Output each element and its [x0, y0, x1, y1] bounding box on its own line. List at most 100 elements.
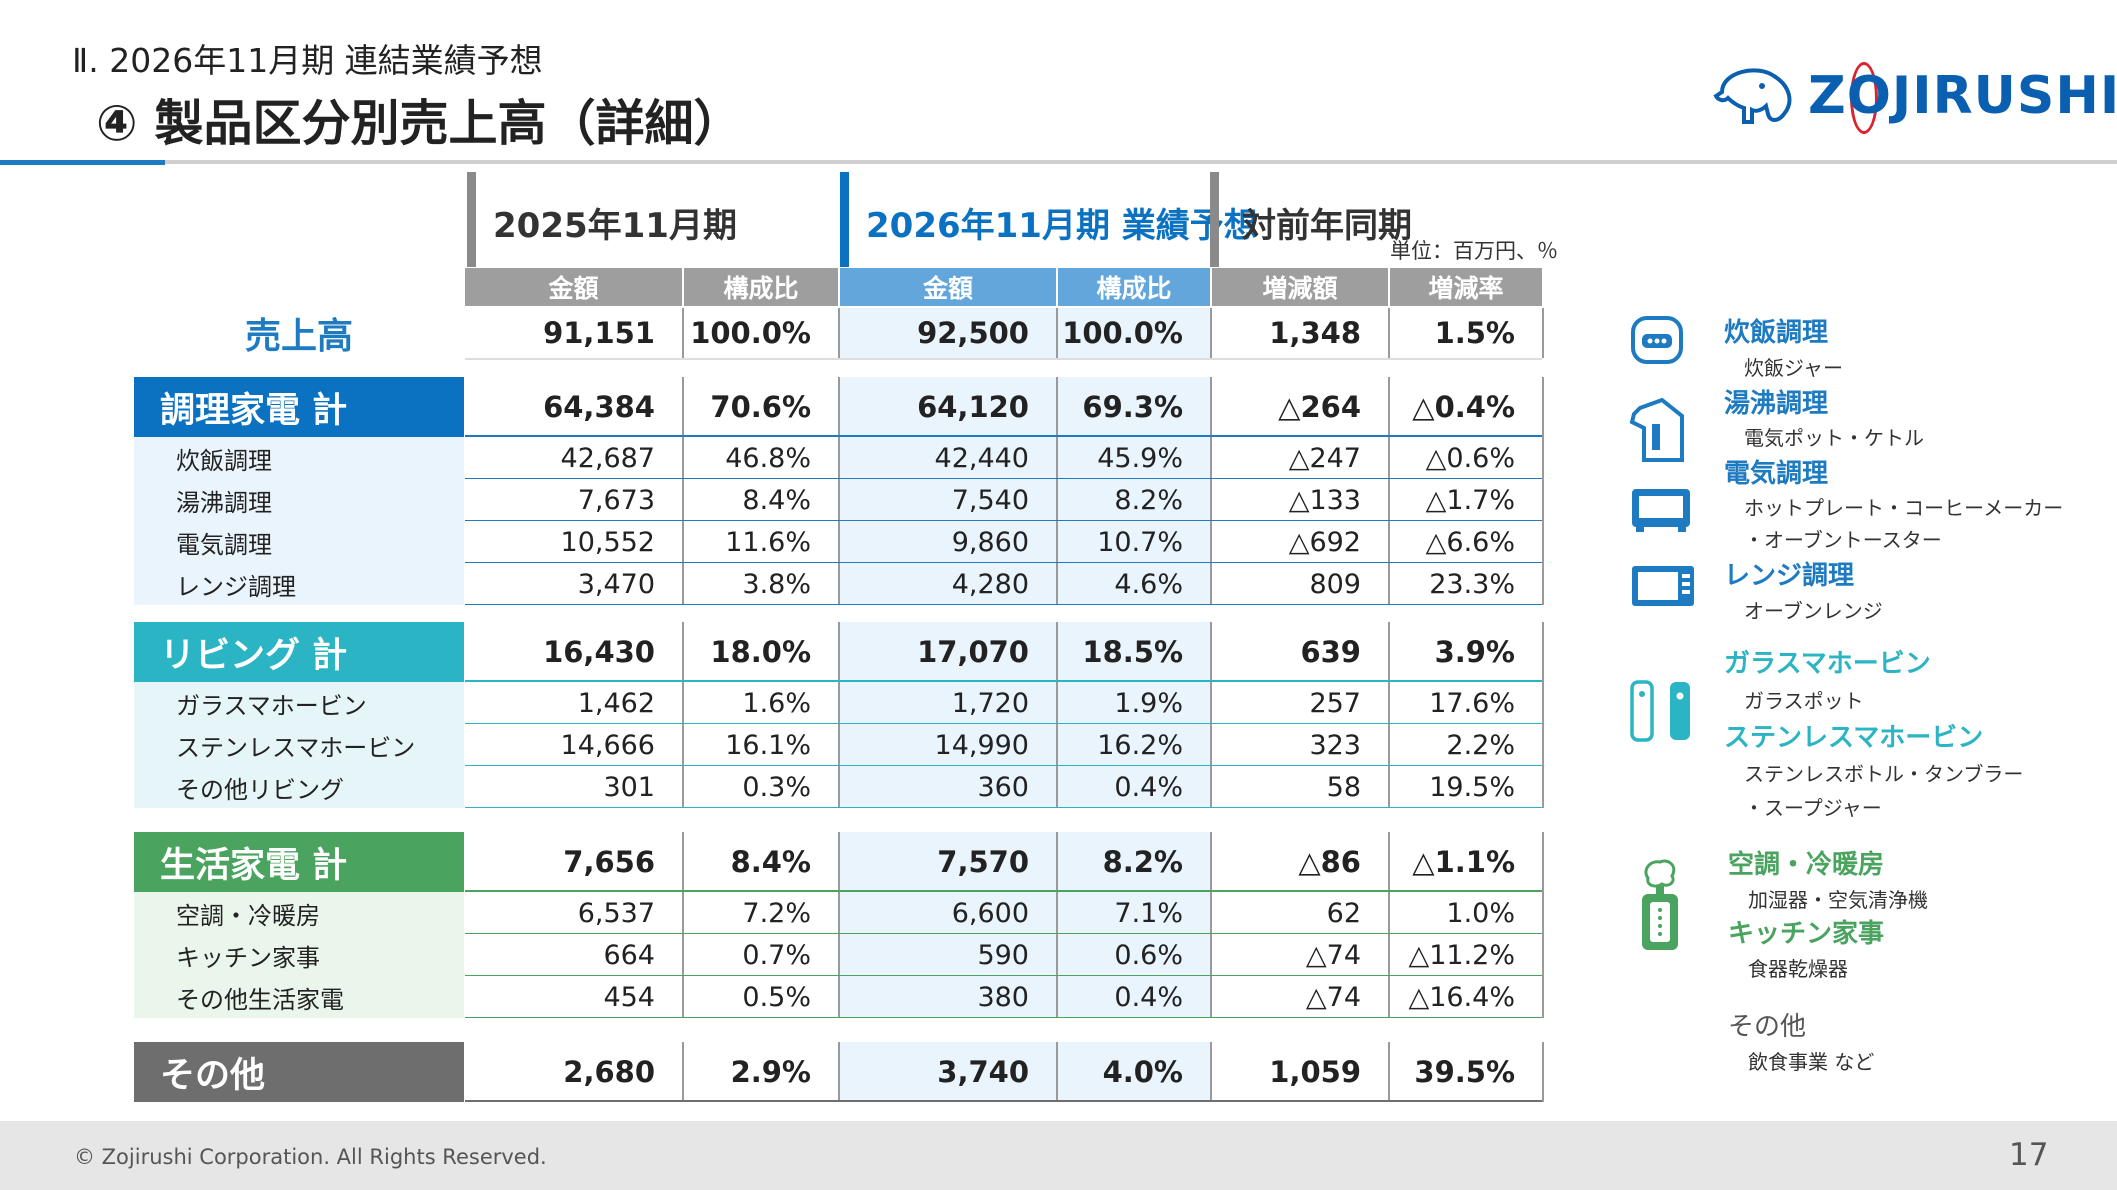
subcategory-cell: 0.5%	[742, 981, 811, 1013]
column-divider	[838, 437, 840, 479]
subcategory-label: 電気調理	[134, 521, 464, 563]
category-total-cell: △1.1%	[1412, 845, 1515, 879]
subcategory-cell: 45.9%	[1058, 437, 1210, 479]
subcategory-cell: △0.6%	[1425, 442, 1515, 474]
column-divider	[838, 622, 840, 682]
subcategory-cell: 4.6%	[1058, 563, 1210, 605]
zojirushi-logo: ZOJIRUSHI	[1712, 58, 2117, 136]
column-divider	[1056, 521, 1058, 563]
subheader-prev-ratio: 構成比	[684, 268, 838, 306]
legend-subtitle: ホットプレート・コーヒーメーカー	[1744, 496, 2064, 520]
column-divider	[1210, 622, 1212, 682]
column-divider	[1210, 1042, 1212, 1102]
column-divider	[1210, 724, 1212, 766]
category-total-cell: 64,120	[840, 377, 1056, 437]
category-total-cell: 8.2%	[1058, 832, 1210, 892]
legend-subtitle: ガラスポット	[1744, 689, 1864, 713]
column-divider	[838, 892, 840, 934]
subcategory-cell: 3,470	[577, 568, 655, 600]
column-divider	[1388, 622, 1390, 682]
category-total-cell: △0.4%	[1412, 390, 1515, 424]
category-total-cell: 18.5%	[1058, 622, 1210, 682]
subcategory-cell: 14,666	[560, 729, 655, 761]
subcategory-cell: 17.6%	[1429, 687, 1515, 719]
subcategory-cell: 0.3%	[742, 771, 811, 803]
legend-title: ステンレスマホービン	[1724, 723, 1984, 753]
legend-subtitle: 食器乾燥器	[1748, 957, 1848, 981]
legend-subtitle: ・オーブントースター	[1744, 528, 1942, 552]
column-divider	[1542, 622, 1544, 682]
column-divider	[682, 1042, 684, 1102]
microwave-icon	[1632, 566, 1694, 606]
subcategory-cell: 7,673	[577, 484, 655, 516]
column-divider	[1056, 479, 1058, 521]
unit-note: 単位：百万円、％	[1390, 239, 1558, 263]
page-number: 17	[2009, 1137, 2049, 1173]
column-divider	[682, 563, 684, 605]
subcategory-cell: 16.2%	[1058, 724, 1210, 766]
column-divider	[1056, 563, 1058, 605]
column-divider	[1210, 521, 1212, 563]
subcategory-cell: 10,552	[560, 526, 655, 558]
column-divider	[1542, 377, 1544, 437]
category-label: 調理家電 計	[134, 377, 464, 437]
category-total-cell: 70.6%	[710, 390, 811, 424]
subcategory-cell: 7,540	[840, 479, 1056, 521]
row-divider	[465, 975, 1542, 976]
legend-title: その他	[1728, 1012, 1807, 1042]
column-divider	[1388, 521, 1390, 563]
subcategory-cell: 1.6%	[742, 687, 811, 719]
subcategory-cell: 58	[1326, 771, 1361, 803]
subcategory-cell: △74	[1305, 981, 1361, 1013]
column-divider	[1056, 308, 1058, 358]
subcategory-cell: 257	[1309, 687, 1361, 719]
logo-wordmark: ZOJIRUSHI	[1808, 66, 2117, 126]
subcategory-label: ガラスマホービン	[134, 682, 464, 724]
subcategory-cell: 0.4%	[1058, 766, 1210, 808]
subcategory-cell: 8.4%	[742, 484, 811, 516]
legend-subtitle: ・スープジャー	[1744, 796, 1882, 820]
column-divider	[1388, 437, 1390, 479]
legend-title: 湯沸調理	[1724, 389, 1829, 419]
column-divider	[1056, 934, 1058, 976]
category-total-cell: 7,656	[563, 845, 655, 879]
category-total-cell: 639	[1300, 635, 1361, 669]
column-divider	[1210, 934, 1212, 976]
sales-cell: 1.5%	[1434, 316, 1515, 350]
column-divider	[1388, 563, 1390, 605]
category-total-cell: 8.4%	[730, 845, 811, 879]
logo-red-ring	[1850, 62, 1878, 134]
row-divider	[465, 358, 1542, 360]
row-divider	[465, 520, 1542, 521]
column-divider	[1056, 976, 1058, 1018]
subcategory-cell: 590	[840, 934, 1056, 976]
subcategory-cell: 42,440	[840, 437, 1056, 479]
column-header-prev: 2025年11月期	[467, 172, 837, 267]
column-divider	[682, 976, 684, 1018]
column-divider	[1542, 521, 1544, 563]
column-divider	[1388, 377, 1390, 437]
column-divider	[682, 682, 684, 724]
column-divider	[1056, 766, 1058, 808]
subcategory-cell: 323	[1309, 729, 1361, 761]
column-divider	[1388, 934, 1390, 976]
subcategory-cell: 1,462	[577, 687, 655, 719]
subcategory-label: キッチン家事	[134, 934, 464, 976]
subcategory-label: 炊飯調理	[134, 437, 464, 479]
subcategory-cell: 1.0%	[1446, 897, 1515, 929]
category-label: 生活家電 計	[134, 832, 464, 892]
subcategory-label: 空調・冷暖房	[134, 892, 464, 934]
subcategory-cell: 2.2%	[1446, 729, 1515, 761]
column-divider	[1542, 892, 1544, 934]
row-divider	[465, 723, 1542, 724]
category-total-cell: 3.9%	[1434, 635, 1515, 669]
category-total-cell: 1,059	[1269, 1055, 1361, 1089]
subcategory-cell: 23.3%	[1429, 568, 1515, 600]
column-divider	[682, 377, 684, 437]
subcategory-label: ステンレスマホービン	[134, 724, 464, 766]
category-total-cell: △264	[1278, 390, 1361, 424]
subcategory-cell: 7.1%	[1058, 892, 1210, 934]
column-divider	[1542, 308, 1544, 358]
column-divider	[1210, 766, 1212, 808]
subheader-prev-amount: 金額	[465, 268, 682, 306]
